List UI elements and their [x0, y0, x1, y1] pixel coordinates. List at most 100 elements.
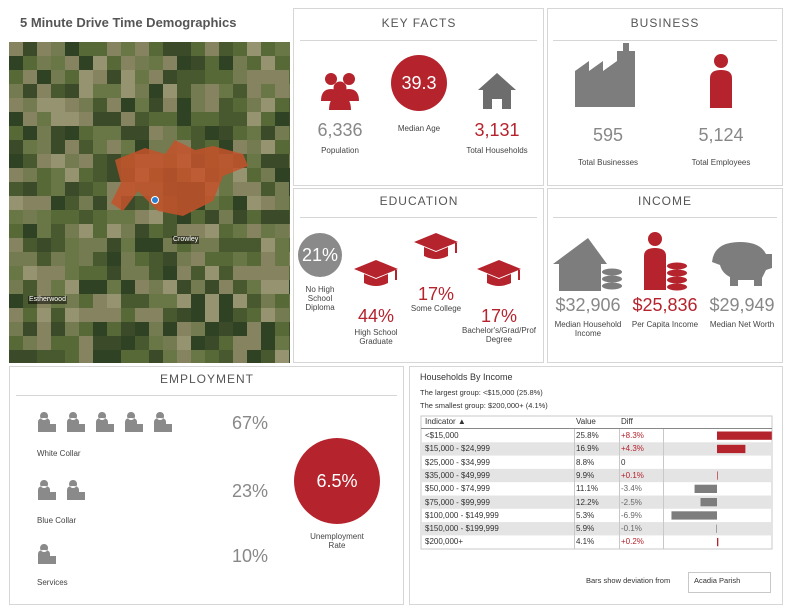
map-field [51, 70, 65, 84]
map-field [289, 308, 290, 322]
reference-selector[interactable]: Acadia Parish [694, 576, 741, 585]
map-field [65, 56, 79, 70]
map-field [275, 210, 289, 224]
map-field [275, 140, 289, 154]
map-field [51, 266, 65, 280]
map-field [121, 112, 135, 126]
map-field [177, 280, 191, 294]
map-field [79, 42, 93, 56]
map-field [65, 322, 79, 336]
map-field [219, 308, 233, 322]
map-field [79, 182, 93, 196]
map-field [191, 224, 205, 238]
map-field [93, 294, 107, 308]
location-pin [151, 196, 159, 204]
map-field [65, 252, 79, 266]
row-value: 5.3% [576, 510, 595, 520]
map-field [247, 294, 261, 308]
map-field [9, 210, 23, 224]
map-field [9, 182, 23, 196]
map-field [107, 98, 121, 112]
row-diff: 0 [621, 457, 626, 467]
metric-value: 21% [301, 245, 339, 265]
map-field [93, 70, 107, 84]
map-field [51, 238, 65, 252]
map-field [9, 322, 23, 336]
map-field [121, 98, 135, 112]
map-field [79, 224, 93, 238]
map-field [233, 336, 247, 350]
map-field [205, 224, 219, 238]
metric-value: 17% [480, 306, 518, 326]
map-field [191, 252, 205, 266]
map-field [177, 126, 191, 140]
map-field [261, 140, 275, 154]
row-diff: -3.4% [621, 484, 642, 494]
map-field [23, 140, 37, 154]
map-field [233, 84, 247, 98]
map-field [247, 308, 261, 322]
map-field [51, 210, 65, 224]
map-field [135, 224, 149, 238]
map-field [9, 238, 23, 252]
map-field [93, 126, 107, 140]
map-field [93, 196, 107, 210]
map-field [219, 252, 233, 266]
map-field [275, 154, 289, 168]
map-field [107, 140, 121, 154]
map-field [219, 182, 233, 196]
reference-box[interactable] [688, 572, 771, 593]
map-field [23, 126, 37, 140]
map-field [65, 140, 79, 154]
map-field [135, 98, 149, 112]
map-field [51, 84, 65, 98]
map-field [51, 112, 65, 126]
piggy-bank-icon [712, 242, 772, 286]
map-field [79, 70, 93, 84]
map-field [233, 308, 247, 322]
map-field [289, 140, 290, 154]
map-field [289, 56, 290, 70]
map-field [107, 336, 121, 350]
map-field [289, 336, 290, 350]
map-field [247, 56, 261, 70]
map-field [261, 210, 275, 224]
map-field [93, 210, 107, 224]
map-field [219, 98, 233, 112]
map-field [219, 126, 233, 140]
map-field [149, 294, 163, 308]
page-title: 5 Minute Drive Time Demographics [20, 15, 237, 30]
map-field [205, 266, 219, 280]
map-field [191, 56, 205, 70]
map-field [177, 252, 191, 266]
map-field [219, 266, 233, 280]
map-field [135, 196, 149, 210]
map-field [37, 112, 51, 126]
row-value: 25.8% [576, 431, 599, 440]
map-field [107, 280, 121, 294]
map-field [51, 252, 65, 266]
map-field [247, 336, 261, 350]
map-field [219, 196, 233, 210]
metric-label: No High School Diploma [305, 285, 335, 313]
map-field [79, 336, 93, 350]
map-field [9, 168, 23, 182]
map-field [9, 98, 23, 112]
map-field [289, 126, 290, 140]
map-field [79, 126, 93, 140]
map-field [93, 322, 107, 336]
metric-value: 595 [592, 125, 624, 145]
row-value: 4.1% [576, 537, 595, 547]
metric-value: $32,906 [555, 295, 621, 315]
map-field [79, 112, 93, 126]
map-field [135, 322, 149, 336]
map-field [79, 210, 93, 224]
metric-value: 17% [417, 284, 455, 304]
map-field [163, 280, 177, 294]
map-field [219, 224, 233, 238]
map-field [191, 70, 205, 84]
map-field [289, 322, 290, 336]
map-field [275, 126, 289, 140]
map-field [79, 154, 93, 168]
map-field [93, 238, 107, 252]
